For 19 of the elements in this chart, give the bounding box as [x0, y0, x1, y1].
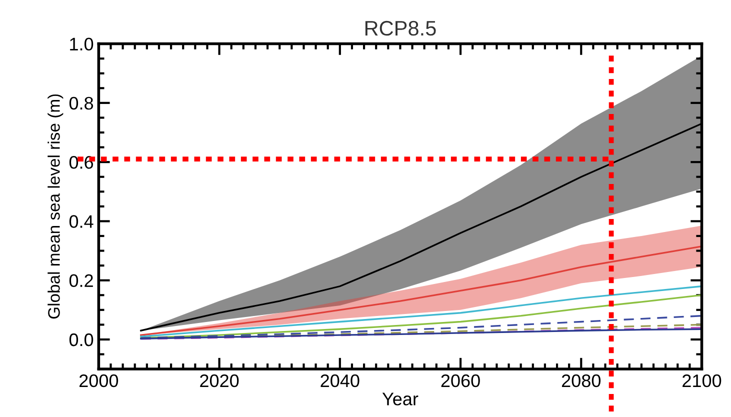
y-tick-label: 0.4: [69, 215, 94, 228]
y-tick-label: 1.0: [70, 38, 94, 51]
x-axis-title: Year: [382, 392, 418, 406]
x-tick-label: 2040: [320, 374, 360, 388]
y-tick-label: 0.8: [69, 96, 94, 110]
line-series: [140, 246, 702, 336]
x-tick-label: 2000: [80, 374, 118, 388]
y-tick-label: 0.6: [69, 156, 94, 169]
line-series: [140, 294, 702, 339]
x-tick-label: 2100: [682, 374, 722, 388]
x-tick-label: 2060: [441, 374, 480, 388]
x-tick-label: 2080: [562, 374, 601, 388]
y-tick-label: 0.0: [69, 333, 94, 346]
y-axis-title: Global mean sea level rise (m): [48, 94, 64, 319]
chart-title: RCP8.5: [365, 20, 436, 36]
line-series: [140, 314, 702, 339]
line-series: [140, 285, 702, 338]
x-tick-label: 2020: [200, 374, 239, 388]
y-tick-label: 0.2: [69, 274, 93, 288]
